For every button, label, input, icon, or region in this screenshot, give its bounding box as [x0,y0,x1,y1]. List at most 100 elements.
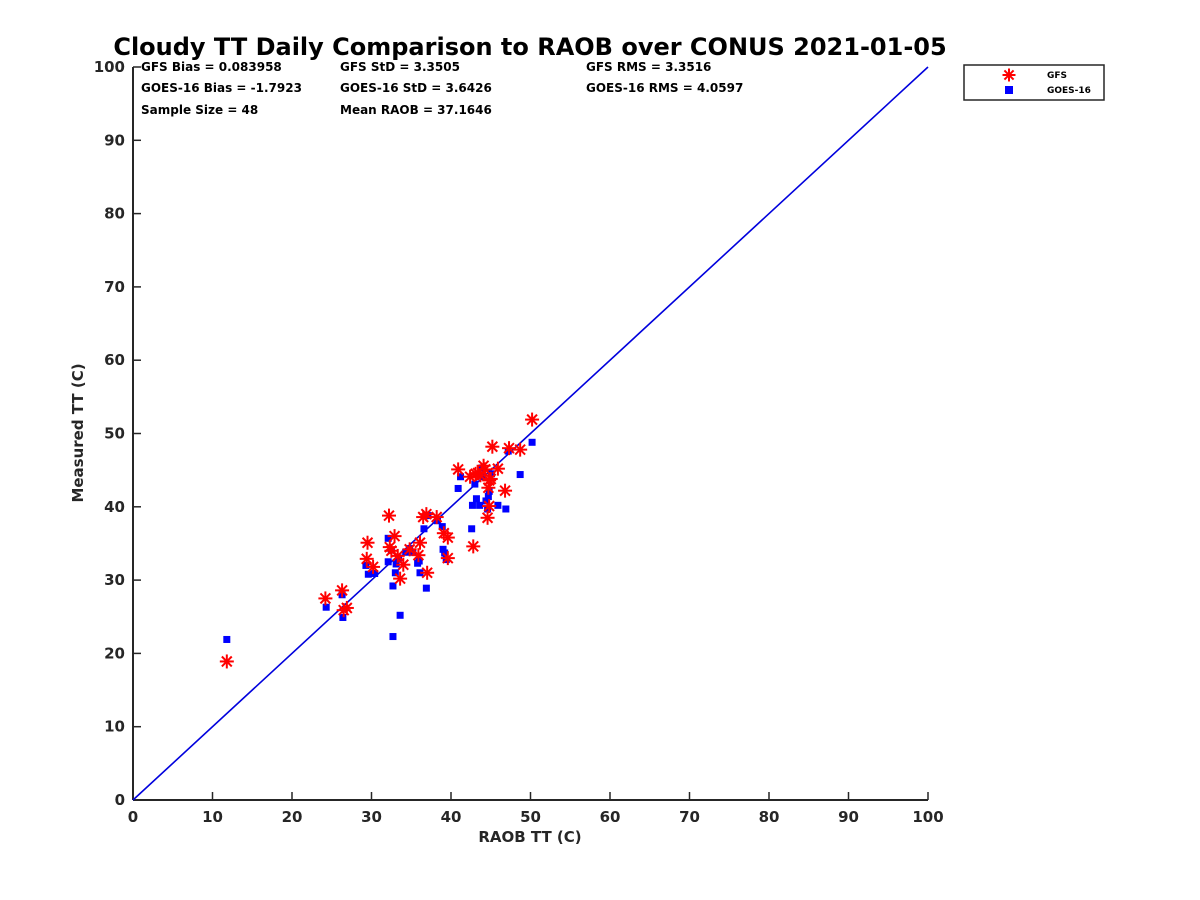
gfs-point [478,462,493,477]
x-tick-label: 60 [600,808,621,826]
goes16-point [472,495,480,503]
gfs-point [502,441,517,456]
gfs-point [360,535,375,550]
y-tick-label: 10 [104,718,125,736]
gfs-point [485,439,500,454]
goes16-point [223,635,231,643]
gfs-point [480,510,495,525]
x-tick-label: 0 [128,808,138,826]
goes16-point [322,603,330,611]
gfs-point [359,551,374,566]
chart-title: Cloudy TT Daily Comparison to RAOB over … [113,33,946,61]
x-tick-label: 10 [202,808,223,826]
x-tick-label: 30 [361,808,382,826]
goes16-point [396,611,404,619]
goes16-point [468,525,476,533]
x-tick-label: 80 [759,808,780,826]
goes16-point [528,438,536,446]
stat-text: Mean RAOB = 37.1646 [340,103,492,117]
stat-text: GFS RMS = 3.3516 [586,60,711,74]
x-tick-label: 40 [441,808,462,826]
goes16-point [494,501,502,509]
gfs-point [419,507,434,522]
y-tick-label: 90 [104,131,125,149]
y-tick-label: 30 [104,571,125,589]
goes16-point [476,501,484,509]
y-tick-label: 100 [94,58,125,76]
gfs-point [420,565,435,580]
goes16-point [484,493,492,501]
gfs-point [411,548,426,563]
stat-text: GFS Bias = 0.083958 [141,60,282,74]
y-tick-label: 60 [104,351,125,369]
goes16-point [371,570,379,578]
goes16-point [384,534,392,542]
goes16-point [422,584,430,592]
goes16-point [471,480,479,488]
y-tick-label: 80 [104,205,125,223]
goes16-point [389,633,397,641]
y-tick-label: 50 [104,425,125,443]
x-tick-label: 90 [838,808,859,826]
goes16-point [438,523,446,531]
x-tick-label: 50 [520,808,541,826]
gfs-point [381,508,396,523]
statistics-block: GFS Bias = 0.083958 GFS StD = 3.3505 GFS R… [141,60,743,117]
gfs-point [393,571,408,586]
goes16-point [439,545,447,553]
legend-goes16-label: GOES-16 [1047,86,1091,96]
x-axis-ticks: 0 10 20 30 40 50 60 70 80 90 100 [128,792,944,826]
y-axis-label: Measured TT (C) [69,363,87,502]
gfs-point [473,468,488,483]
gfs-point [490,461,505,476]
data-points [219,412,540,669]
gfs-point [513,442,528,457]
y-tick-label: 70 [104,278,125,296]
gfs-point [387,529,402,544]
gfs-point [219,654,234,669]
legend-goes16-marker [1005,86,1013,94]
goes16-point [391,569,399,577]
gfs-point [396,557,411,572]
goes16-point [392,560,400,568]
gfs-point [483,471,498,486]
goes16-point [516,471,524,479]
legend: GFS GOES-16 [963,64,1105,101]
goes16-point [339,613,347,621]
x-tick-label: 70 [679,808,700,826]
goes16-point [364,570,372,578]
stat-text: GOES-16 Bias = -1.7923 [141,81,302,95]
gfs-point [482,499,497,514]
goes16-point [457,473,465,481]
goes16-point [420,525,428,533]
x-axis-label: RAOB TT (C) [478,828,581,846]
gfs-point [466,539,481,554]
goes16-point [454,484,462,492]
stat-text: GOES-16 StD = 3.6426 [340,81,492,95]
y-tick-label: 40 [104,498,125,516]
legend-gfs-asterisk [1002,68,1016,82]
goes16-point [502,505,510,513]
legend-gfs-marker [1002,68,1016,82]
gfs-point [318,591,333,606]
y-tick-label: 0 [115,791,125,809]
x-tick-label: 20 [282,808,303,826]
stat-text: GOES-16 RMS = 4.0597 [586,81,743,95]
gfs-point [390,548,405,563]
gfs-point [525,412,540,427]
y-tick-label: 20 [104,644,125,662]
goes16-point [416,569,424,577]
gfs-point [451,462,466,477]
gfs-point [440,551,455,566]
legend-gfs-label: GFS [1047,71,1067,81]
goes16-point [468,501,476,509]
goes16-point [389,582,397,590]
stat-text: GFS StD = 3.3505 [340,60,460,74]
goes16-point [384,558,392,566]
gfs-point [335,583,350,598]
x-tick-label: 100 [912,808,943,826]
legend-box [963,64,1105,101]
goes16-point [482,497,490,505]
y-axis-ticks: 0 10 20 30 40 50 60 70 80 90 100 [94,58,141,809]
